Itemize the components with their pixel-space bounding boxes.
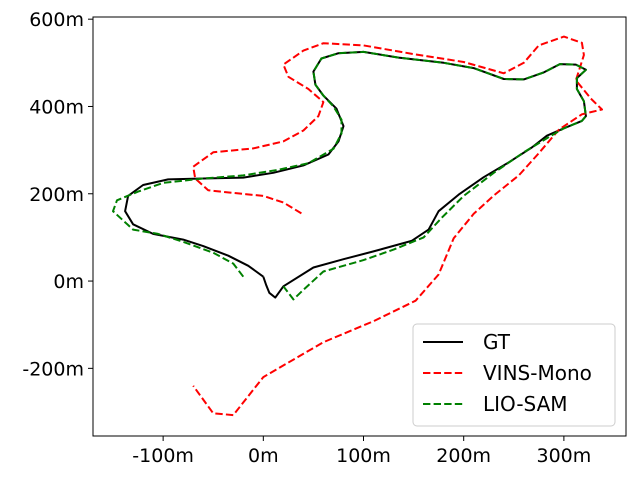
x-tick-label: 100m: [336, 445, 391, 467]
series-line-lio-sam: [112, 50, 587, 301]
ticks-layer: -100m 0m 100m 200m 300m -200m 0m 200m 400m 600m: [22, 9, 591, 467]
y-tick-label: 0m: [53, 271, 84, 293]
x-tick-label: -100m: [132, 445, 194, 467]
y-tick-label: 600m: [29, 9, 84, 31]
legend-label-vins-mono: VINS-Mono: [483, 361, 592, 385]
x-tick-label: 0m: [248, 445, 279, 467]
x-tick-label: 300m: [536, 445, 591, 467]
legend-label-gt: GT: [483, 330, 511, 354]
series-line-vins-mono: [192, 35, 603, 417]
y-tick-label: 200m: [29, 184, 84, 206]
series-layer: [112, 35, 603, 417]
plot-frame: [92, 16, 627, 437]
y-tick-label: -200m: [22, 358, 84, 380]
x-tick-label: 200m: [436, 445, 491, 467]
legend-label-lio-sam: LIO-SAM: [483, 392, 568, 416]
legend: GT VINS-Mono LIO-SAM: [412, 323, 616, 427]
legend-box: [412, 323, 616, 427]
y-tick-label: 400m: [29, 96, 84, 118]
